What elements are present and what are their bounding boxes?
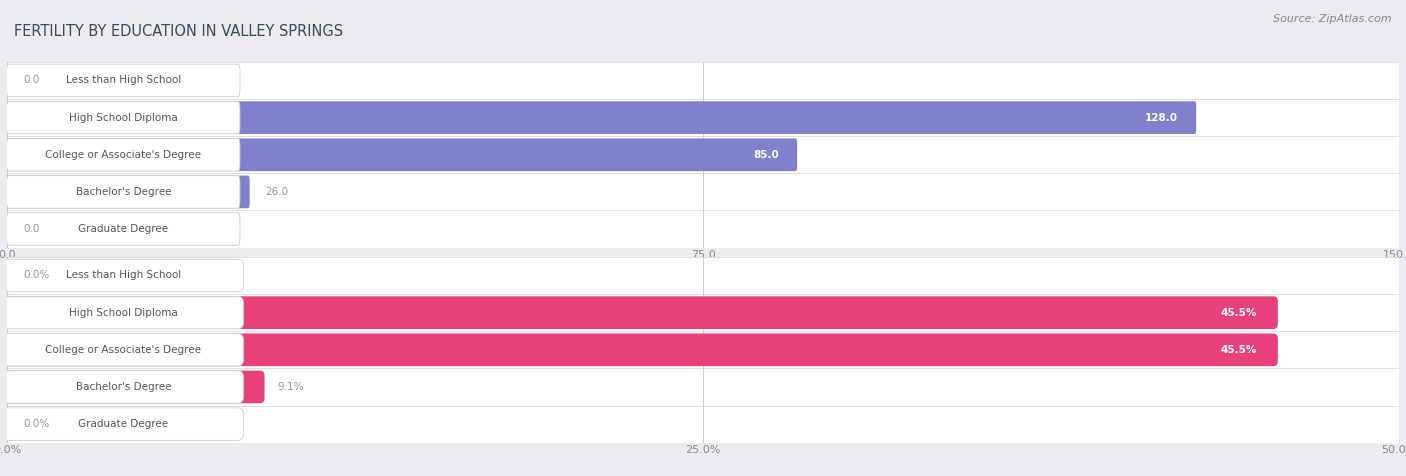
FancyBboxPatch shape <box>6 101 1197 134</box>
Text: 0.0%: 0.0% <box>24 270 51 280</box>
Text: College or Associate's Degree: College or Associate's Degree <box>45 345 201 355</box>
Text: High School Diploma: High School Diploma <box>69 113 177 123</box>
FancyBboxPatch shape <box>7 213 240 245</box>
Text: Graduate Degree: Graduate Degree <box>79 224 169 234</box>
FancyBboxPatch shape <box>3 296 1278 329</box>
Text: Less than High School: Less than High School <box>66 76 181 86</box>
Bar <box>7 99 1399 136</box>
Text: 0.0%: 0.0% <box>24 419 51 429</box>
Text: High School Diploma: High School Diploma <box>69 307 177 317</box>
FancyBboxPatch shape <box>3 297 243 329</box>
Text: College or Associate's Degree: College or Associate's Degree <box>45 150 201 160</box>
Bar <box>7 406 1399 443</box>
FancyBboxPatch shape <box>7 139 240 171</box>
Text: 45.5%: 45.5% <box>1220 307 1257 317</box>
Bar <box>7 257 1399 294</box>
Bar <box>7 294 1399 331</box>
FancyBboxPatch shape <box>7 64 240 97</box>
FancyBboxPatch shape <box>3 371 243 403</box>
Text: Less than High School: Less than High School <box>66 270 181 280</box>
Text: FERTILITY BY EDUCATION IN VALLEY SPRINGS: FERTILITY BY EDUCATION IN VALLEY SPRINGS <box>14 24 343 39</box>
Text: 0.0: 0.0 <box>24 76 41 86</box>
Bar <box>7 331 1399 368</box>
Bar <box>7 136 1399 173</box>
Text: 85.0: 85.0 <box>754 150 779 160</box>
Text: 0.0: 0.0 <box>24 224 41 234</box>
Text: 128.0: 128.0 <box>1144 113 1178 123</box>
FancyBboxPatch shape <box>3 408 243 440</box>
Bar <box>7 368 1399 406</box>
FancyBboxPatch shape <box>6 176 250 208</box>
Bar <box>7 62 1399 99</box>
FancyBboxPatch shape <box>6 139 797 171</box>
Text: Bachelor's Degree: Bachelor's Degree <box>76 382 172 392</box>
FancyBboxPatch shape <box>7 176 240 208</box>
Text: Bachelor's Degree: Bachelor's Degree <box>76 187 172 197</box>
FancyBboxPatch shape <box>3 371 264 403</box>
Text: Graduate Degree: Graduate Degree <box>79 419 169 429</box>
Text: 45.5%: 45.5% <box>1220 345 1257 355</box>
FancyBboxPatch shape <box>7 101 240 134</box>
Text: 9.1%: 9.1% <box>277 382 304 392</box>
FancyBboxPatch shape <box>3 334 1278 366</box>
FancyBboxPatch shape <box>3 259 243 292</box>
Text: Source: ZipAtlas.com: Source: ZipAtlas.com <box>1274 14 1392 24</box>
Bar <box>7 173 1399 210</box>
Bar <box>7 210 1399 248</box>
Text: 26.0: 26.0 <box>264 187 288 197</box>
FancyBboxPatch shape <box>3 334 243 366</box>
